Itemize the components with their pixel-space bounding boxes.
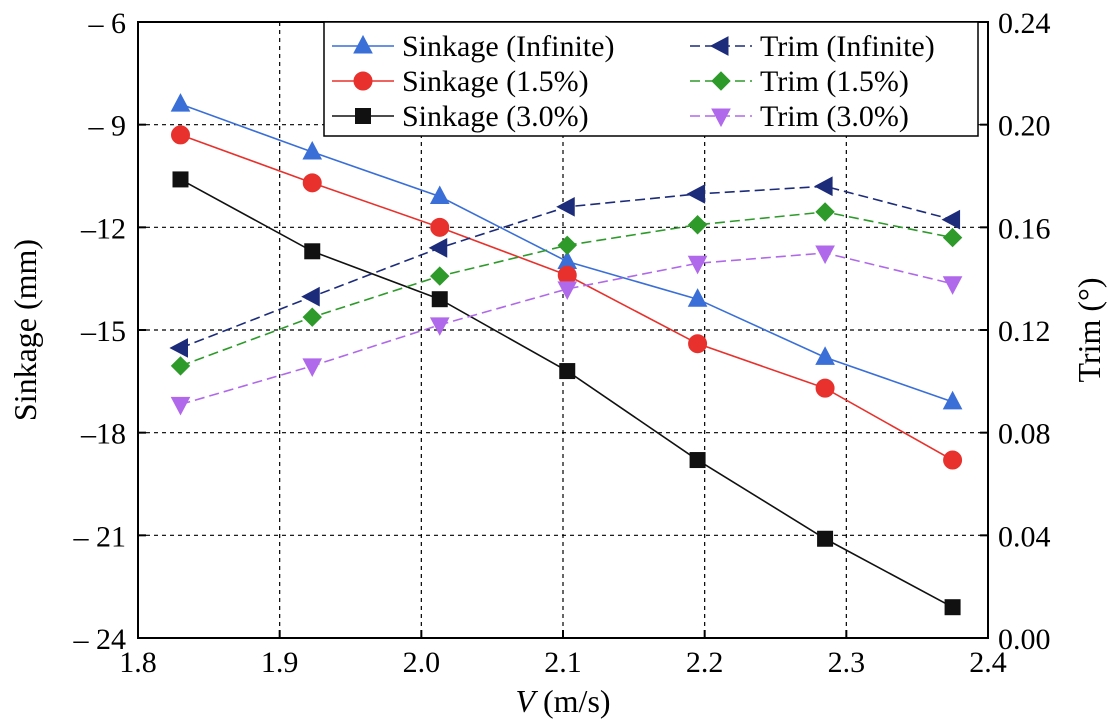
- x-tick-label: 2.3: [828, 646, 866, 679]
- data-point: [304, 243, 321, 260]
- x-tick-label: 2.0: [403, 646, 441, 679]
- series-1: [171, 125, 963, 470]
- series-2: [172, 171, 961, 616]
- data-point: [942, 390, 963, 410]
- data-point: [815, 346, 835, 365]
- y-left-tick-label: – 21: [73, 520, 127, 553]
- data-point: [817, 530, 834, 547]
- legend-label: Sinkage (3.0%): [402, 100, 589, 133]
- y-left-tick-label: – 24: [73, 623, 127, 656]
- legend-label: Trim (3.0%): [760, 100, 909, 133]
- legend-box: [323, 21, 979, 137]
- data-point: [815, 245, 835, 265]
- legend-label: Sinkage (1.5%): [402, 65, 589, 98]
- data-point: [302, 358, 323, 378]
- data-point: [301, 286, 320, 307]
- data-point: [430, 266, 450, 286]
- legend-marker: [711, 71, 731, 91]
- data-point: [686, 184, 706, 204]
- x-axis-unit: (m/s): [535, 683, 611, 719]
- data-point: [169, 338, 188, 358]
- data-point: [814, 176, 833, 197]
- x-axis-variable: V: [515, 683, 538, 719]
- data-point: [687, 215, 708, 235]
- legend-marker: [353, 71, 373, 91]
- x-tick-label: 2.1: [544, 646, 582, 679]
- y-right-tick-label: 0.20: [998, 110, 1051, 143]
- y-left-tick-label: –18: [80, 418, 126, 451]
- data-point: [943, 450, 963, 470]
- data-point: [429, 185, 450, 205]
- data-point: [687, 255, 708, 275]
- data-point: [687, 288, 708, 307]
- legend-item: Trim (1.5%): [690, 65, 909, 98]
- data-point: [815, 202, 835, 222]
- y-left-tick-label: –12: [80, 212, 126, 245]
- series-4: [170, 202, 963, 376]
- series-3: [169, 176, 961, 358]
- x-tick-label: 2.4: [969, 646, 1007, 679]
- data-point: [944, 599, 961, 616]
- y-axis-left-title: Sinkage (mm): [7, 239, 43, 421]
- data-point: [171, 125, 190, 145]
- data-point: [942, 276, 963, 295]
- x-tick-label: 1.8: [119, 646, 157, 679]
- data-point: [302, 307, 322, 327]
- x-axis-title: V (m/s): [515, 683, 610, 719]
- data-point: [170, 93, 191, 112]
- data-point: [815, 378, 835, 398]
- x-tick-label: 2.2: [686, 646, 724, 679]
- legend-marker: [353, 34, 373, 54]
- y-right-tick-label: 0.04: [998, 520, 1051, 553]
- legend-item: Trim (Infinite): [690, 30, 935, 63]
- legend-item: Trim (3.0%): [690, 100, 909, 133]
- y-left-tick-label: – 9: [88, 110, 127, 143]
- y-right-tick-label: 0.16: [998, 212, 1051, 245]
- y-right-tick-label: 0.08: [998, 418, 1051, 451]
- y-right-tick-label: 0.12: [998, 315, 1051, 348]
- data-point: [941, 209, 961, 230]
- legend-marker: [711, 108, 731, 128]
- y-left-tick-label: –15: [80, 315, 126, 348]
- data-point: [170, 396, 191, 416]
- legend: Sinkage (Infinite) Trim (Infinite) Sinkage…: [323, 21, 979, 137]
- y-right-tick-label: 0.00: [998, 623, 1051, 656]
- tick-layer: 1.8 1.9 2.0 2.1 2.2 2.3 2.4 – 6 0.24 – 9 0.20 –12 0.…: [73, 7, 1051, 679]
- data-point: [428, 238, 448, 258]
- data-point: [302, 140, 323, 160]
- data-point: [689, 452, 706, 469]
- data-point: [172, 171, 189, 188]
- y-left-tick-label: – 6: [88, 7, 127, 40]
- legend-item: Sinkage (3.0%): [332, 100, 589, 133]
- data-point: [170, 356, 191, 376]
- data-point: [942, 227, 963, 248]
- series-layer: [169, 93, 963, 616]
- data-point: [431, 291, 448, 308]
- x-tick-label: 1.9: [261, 646, 299, 679]
- legend-label: Sinkage (Infinite): [402, 30, 614, 63]
- legend-marker: [709, 36, 729, 56]
- data-point: [557, 235, 577, 256]
- legend-item: Sinkage (1.5%): [332, 65, 589, 98]
- legend-marker: [355, 108, 371, 124]
- y-right-tick-label: 0.24: [998, 7, 1051, 40]
- data-point: [688, 334, 708, 354]
- data-point: [556, 196, 575, 217]
- data-point: [430, 217, 450, 237]
- series-0: [170, 93, 963, 410]
- legend-label: Trim (1.5%): [760, 65, 909, 98]
- data-point: [557, 281, 578, 301]
- data-point: [559, 363, 576, 380]
- legend-item: Sinkage (Infinite): [332, 30, 614, 63]
- data-point: [302, 173, 322, 193]
- y-axis-right-title: Trim (°): [1071, 278, 1107, 383]
- series-5: [170, 245, 963, 416]
- legend-label: Trim (Infinite): [760, 30, 935, 63]
- data-point: [429, 317, 450, 336]
